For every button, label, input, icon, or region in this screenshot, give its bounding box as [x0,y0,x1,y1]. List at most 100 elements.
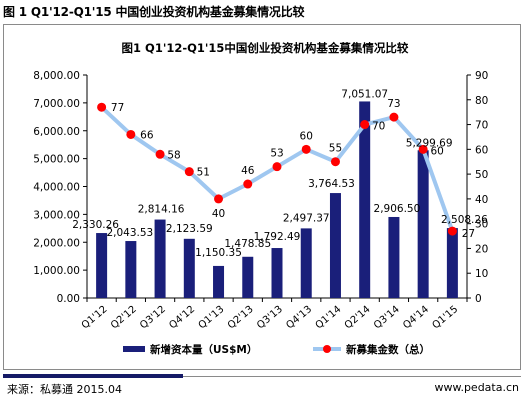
chart-frame [3,24,521,370]
bar-value-label: 2,906.50 [374,203,421,215]
bar [388,216,400,298]
bar-value-label: 2,508.26 [441,214,488,226]
line-point [360,120,370,130]
bar-value-label: 2,814.16 [138,204,185,216]
bar-value-label: 1,792.49 [254,231,301,243]
y-right-tick-label: 50 [475,169,488,181]
line-point [447,226,457,236]
source-note: 来源：私募通 2015.04 [7,383,122,396]
y-left-tick-label: 8,000.00 [33,70,80,82]
bar-value-label: 2,123.59 [166,223,213,235]
line-value-label: 70 [372,121,385,133]
chart: 图1 Q1'12-Q1'15中国创业投资机构基金募集情况比较 0.00 1,000… [33,41,488,356]
website-label: www.pedata.cn [434,381,519,394]
x-tick-label: Q3'12 [138,304,168,332]
line-point [126,129,136,139]
bar [213,265,225,298]
bar [242,256,254,298]
bar [183,238,195,298]
line-point [272,162,282,172]
line-value-label: 27 [462,228,475,240]
footer-rule [183,376,521,377]
legend: 新增资本量（US$M） 新募集金数（总） [123,343,430,356]
line-point [301,144,311,154]
y-right-tick-label: 60 [475,144,488,156]
line-point [214,194,224,204]
x-tick-label: Q2'12 [109,304,139,332]
y-right-tick-label: 40 [475,194,488,206]
line-value-label: 40 [212,208,225,220]
y-left-tick-label: 6,000.00 [33,126,80,138]
x-tick-label: Q1'15 [430,304,460,332]
line-value-label: 58 [167,149,180,161]
y-left-tick-label: 4,000.00 [33,182,80,194]
bar-series [96,101,458,299]
bar-value-label: 1,150.35 [195,247,242,259]
y-right-tick-label: 70 [475,120,488,132]
y-left-tick-label: 5,000.00 [33,154,80,166]
bar [329,193,341,298]
x-tick-label: Q1'13 [197,304,227,332]
bar [96,233,108,298]
bar [271,248,283,298]
x-tick-label: Q2'14 [343,304,373,332]
y-left-tick-label: 2,000.00 [33,237,80,249]
y-left-tick-label: 7,000.00 [33,98,80,110]
bar-value-label: 7,051.07 [341,88,388,100]
x-tick-label: Q1'12 [80,304,110,332]
bar-value-label: 2,497.37 [283,212,330,224]
line-point [389,112,399,122]
y-right-tick-label: 10 [475,268,488,280]
line-series [97,102,457,236]
x-tick-label: Q4'14 [401,304,431,332]
bar [300,228,312,298]
y-right-tick-label: 80 [475,95,488,107]
y-left-tick-label: 1,000.00 [33,265,80,277]
x-tick-label: Q3'14 [372,304,402,332]
x-tick-label: Q1'14 [314,304,344,332]
y-right-tick-label: 20 [475,243,488,255]
bar [446,228,458,298]
legend-bar-label: 新增资本量（US$M） [150,343,257,356]
x-tick-label: Q4'13 [284,304,314,332]
bar-value-label: 3,764.53 [308,178,355,190]
line-point [418,144,428,154]
y-right-tick-label: 90 [475,70,488,82]
legend-line-label: 新募集金数（总） [346,343,430,356]
x-tick-label: Q3'13 [255,304,285,332]
line-point [330,157,340,167]
legend-line-marker [323,345,331,353]
footer-accent-rule [3,374,183,378]
line-value-label: 66 [140,129,154,141]
figure-caption: 图 1 Q1'12-Q1'15 中国创业投资机构基金募集情况比较 [3,5,305,19]
y-right-tick-label: 0 [475,293,482,305]
line-value-label: 60 [300,130,313,142]
line-value-label: 46 [241,165,255,177]
y-right-tick-label: 30 [475,219,488,231]
line-point [243,179,253,189]
bar [417,150,429,298]
bar-value-label: 2,043.53 [106,227,153,239]
bar [154,219,166,298]
legend-bar-swatch [123,346,145,352]
line-value-label: 53 [270,148,283,160]
y-left-tick-label: 0.00 [57,293,80,305]
line-value-label: 51 [197,167,210,179]
line-value-label: 77 [111,102,124,114]
line-point [155,149,165,159]
bar-value-label: 1,478.85 [224,238,271,250]
bar-value-label: 2,330.26 [72,219,119,231]
x-tick-label: Q4'12 [167,304,197,332]
line-value-label: 60 [430,145,443,157]
chart-title: 图1 Q1'12-Q1'15中国创业投资机构基金募集情况比较 [122,41,409,55]
bar-value-label: 5,299.69 [406,137,453,149]
y-left-tick-label: 3,000.00 [33,209,80,221]
bar [125,241,137,298]
line-value-label: 73 [387,98,400,110]
line-value-label: 55 [329,143,342,155]
line-point [184,167,194,177]
bar [359,101,371,299]
x-tick-label: Q2'13 [226,304,256,332]
line-point [97,102,107,112]
data-labels: 2,330.262,043.53 2,814.16 2,123.59 1,150.35… [72,88,488,258]
